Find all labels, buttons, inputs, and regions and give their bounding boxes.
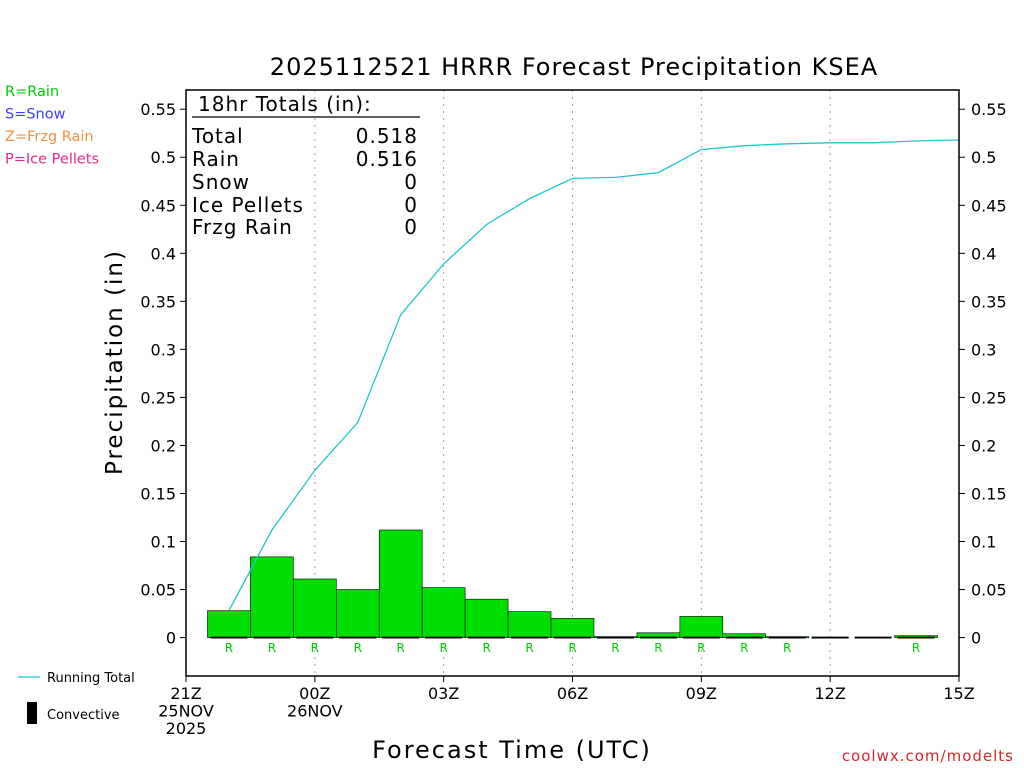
running-total-line [228,139,960,612]
y-tick-label: 0.4 [151,244,176,263]
precip-type-marker: R [783,641,791,655]
precip-type-marker: R [525,641,533,655]
y-tick-label: 0.25 [971,388,1007,407]
precip-bar [550,618,595,638]
y-tick-label: 0.35 [140,292,176,311]
y-tick-label: 0.2 [971,436,996,455]
y-tick-label: 0.2 [151,436,176,455]
precip-type-marker: R [912,641,920,655]
precip-type-marker: R [611,641,619,655]
x-tick-label: 06Z [557,684,588,703]
totals-label-ice-pellets: Ice Pellets [192,193,304,217]
precip-bar [293,578,337,638]
y-axis-left: 0 0.05 0.1 0.15 0.2 0.25 0.3 0.35 0.4 0.45 0.5 0.55 [140,100,186,648]
y-tick-label: 0.45 [140,196,176,215]
y-tick-label: 0.15 [140,484,176,503]
totals-value-snow: 0 [404,170,418,194]
type-legend-item: R=Rain [5,84,59,100]
y-tick-label: 0.05 [971,581,1007,600]
y-tick-label: 0.3 [151,340,176,359]
y-tick-label: 0.15 [971,484,1007,503]
convective-legend: Convective [27,702,120,724]
precip-type-marker: R [311,641,319,655]
precip-type-marker: R [654,641,662,655]
running-total-legend-label: Running Total [47,671,135,686]
totals-label-snow: Snow [192,170,250,194]
y-tick-label: 0.3 [971,340,996,359]
type-legend-item: S=Snow [5,107,66,123]
x-tick-label: 21Z [170,684,201,703]
totals-value-total: 0.518 [356,124,418,148]
x-tick-label: 25NOV [158,702,214,721]
y-tick-label: 0.1 [971,533,996,552]
y-tick-label: 0.1 [151,533,176,552]
precip-type-marker: R [568,641,576,655]
y-tick-label: 0.05 [140,581,176,600]
precip-bar [679,616,724,638]
precip-type-marker: R [397,641,405,655]
y-tick-label: 0.55 [971,100,1007,119]
y-tick-label: 0.5 [151,148,176,167]
type-legend-item: Z=Frzg Rain [5,129,94,145]
y-axis-label: Precipitation (in) [102,249,128,475]
precip-type-marker: R [439,641,447,655]
watermark: coolwx.com/modelts [842,747,1014,765]
precip-bar [421,587,466,638]
x-tick-label: 09Z [686,684,717,703]
x-tick-label: 15Z [943,684,974,703]
y-tick-label: 0.4 [971,244,996,263]
precip-bar [250,556,294,638]
precip-type-marker: R [225,641,233,655]
precip-type-marker: R [697,641,705,655]
y-tick-label: 0.55 [140,100,176,119]
x-axis-label: Forecast Time (UTC) [372,736,652,764]
precip-bar [336,589,380,638]
y-axis-right: 0 0.05 0.1 0.15 0.2 0.25 0.3 0.35 0.4 0.45 0.5 0.55 [959,100,1007,648]
x-tick-label: 2025 [166,719,207,738]
totals-label-total: Total [191,124,244,148]
precip-bar [378,529,423,638]
precip-type-marker: R [268,641,276,655]
y-tick-label: 0 [166,629,176,648]
running-total-legend: Running Total [18,671,135,686]
totals-table: 18hr Totals (in): Total 0.518 Rain 0.516… [191,92,420,239]
x-tick-label: 00Z [299,684,330,703]
precip-type-marker: R [482,641,490,655]
precip-type-marker: R [740,641,748,655]
y-tick-label: 0 [971,629,981,648]
y-tick-label: 0.45 [971,196,1007,215]
x-tick-label: 12Z [815,684,846,703]
x-tick-label: 26NOV [287,702,343,721]
precip-bars [207,529,938,639]
y-tick-label: 0.5 [971,148,996,167]
totals-heading: 18hr Totals (in): [198,92,372,116]
totals-label-frzg-rain: Frzg Rain [192,215,293,239]
precip-bar [207,610,251,638]
y-tick-label: 0.25 [140,388,176,407]
y-tick-label: 0.35 [971,292,1007,311]
convective-legend-label: Convective [47,708,120,723]
type-legend-item: P=Ice Pellets [5,152,99,168]
precip-type-legend: R=Rain S=Snow Z=Frzg Rain P=Ice Pellets [5,84,99,168]
precip-bar [464,598,509,638]
chart-title: 2025112521 HRRR Forecast Precipitation K… [270,53,878,81]
totals-value-rain: 0.516 [356,147,418,171]
totals-value-ice-pellets: 0 [404,193,418,217]
precip-bar [507,611,552,638]
totals-value-frzg-rain: 0 [404,215,418,239]
convective-swatch [27,702,37,724]
x-tick-label: 03Z [428,684,459,703]
precip-type-marker: R [354,641,362,655]
totals-label-rain: Rain [192,147,240,171]
